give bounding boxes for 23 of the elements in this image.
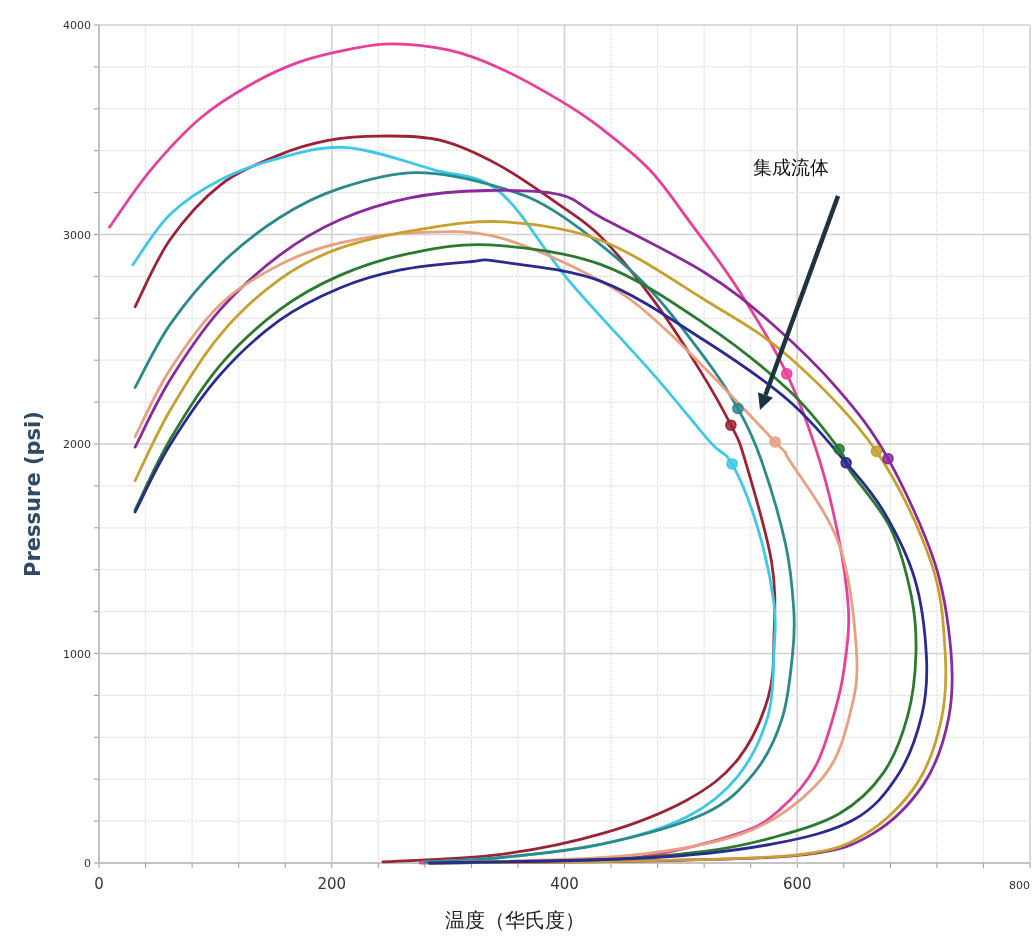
- annotation: 集成流体: [753, 156, 829, 178]
- x-tick-label: 200: [317, 875, 347, 893]
- point: [833, 443, 845, 455]
- x-tick-label: 800: [1009, 879, 1030, 892]
- point: [840, 457, 852, 469]
- y-tick-label: 4000: [63, 19, 91, 32]
- annotation: 集成流体: [753, 156, 841, 410]
- y-tick-label: 2000: [63, 438, 91, 451]
- point: [726, 458, 738, 470]
- x-tick-label: 600: [782, 875, 812, 893]
- point: [769, 436, 781, 448]
- y-tick-label: 0: [84, 857, 91, 870]
- point: [781, 368, 793, 380]
- y-tick-label: 3000: [63, 228, 91, 242]
- x-axis-title: 温度（华氏度）: [444, 908, 585, 932]
- y-axis-title: Pressure (psi): [21, 411, 45, 577]
- point: [725, 419, 737, 431]
- point: [870, 445, 883, 458]
- x-tick-label: 0: [94, 875, 104, 893]
- y-tick-label: 1000: [63, 647, 91, 661]
- x-tick-label: 400: [550, 875, 579, 893]
- point: [882, 452, 894, 465]
- point: [732, 402, 744, 415]
